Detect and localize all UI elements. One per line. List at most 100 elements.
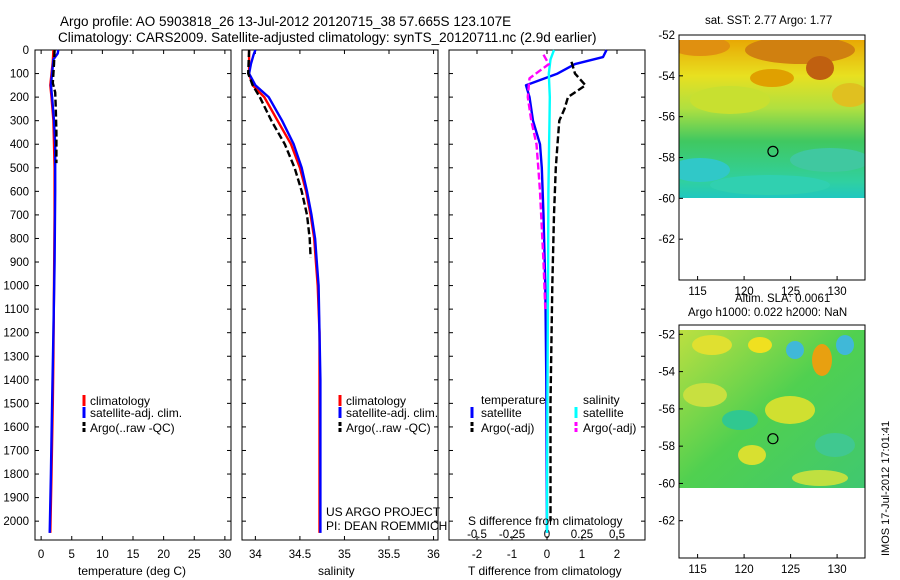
x-tick-label: 0 [544, 549, 550, 561]
map-x-tick-label: 130 [828, 564, 847, 576]
legend-label-argo: Argo(..raw -QC) [346, 421, 431, 435]
depth-tick-label: 1900 [3, 493, 29, 505]
temperature-argo-raw-qc-line [51, 49, 58, 164]
map-y-tick-label: -60 [658, 193, 675, 205]
salinity-legend: climatology satellite-adj. clim. Argo(..… [338, 394, 438, 435]
temperature-legend: climatology satellite-adj. clim. Argo(..… [82, 394, 182, 435]
legend-label-climatology: climatology [90, 394, 150, 408]
sla-map-subtitle: Argo h1000: 0.022 h2000: NaN [688, 307, 847, 319]
map-y-tick-label: -54 [658, 367, 675, 379]
depth-tick-label: 1400 [3, 375, 29, 387]
sst-profile-marker [767, 145, 779, 157]
map-x-tick-label: 115 [688, 564, 706, 576]
x-tick-label: 5 [69, 549, 75, 561]
difference-top-axis-label: S difference from climatology [468, 514, 623, 528]
sla-high-patch [812, 344, 832, 376]
x-tick-label: 0 [38, 549, 44, 561]
x-tick-label: -1 [507, 549, 517, 561]
depth-tick-label: 100 [10, 69, 29, 81]
difference-temperature-satellite-line [524, 49, 608, 533]
map-x-tick-label: 120 [735, 564, 754, 576]
sst-cold-patch [679, 158, 730, 182]
difference-axis-label: T difference from climatology [468, 564, 622, 578]
sla-high-patch [748, 337, 772, 353]
salinity-satellite-adj-clim-line [247, 49, 322, 533]
legend-label-argo: Argo(..raw -QC) [90, 421, 175, 435]
sla-high-patch [738, 445, 766, 465]
sla-profile-marker [767, 433, 779, 445]
x-tick-label: 20 [157, 549, 170, 561]
map-y-tick-label: -62 [658, 234, 675, 246]
sla-low-patch [786, 341, 804, 359]
depth-tick-label: 1800 [3, 469, 29, 481]
map-y-tick-label: -58 [658, 441, 675, 453]
map-y-tick-label: -62 [658, 516, 675, 528]
legend-label-temp-satellite: satellite [481, 406, 522, 420]
salinity-axes [241, 49, 439, 541]
depth-tick-label: 400 [10, 139, 29, 151]
imos-watermark: IMOS 17-Jul-2012 17:01:41 [880, 421, 892, 556]
sst-warm-patch [832, 83, 865, 107]
x-tick-label: 15 [127, 549, 140, 561]
sst-cold-patch [790, 148, 865, 172]
depth-tick-label: 500 [10, 163, 29, 175]
difference-legend: temperature satellite Argo(-adj) salinit… [470, 393, 636, 435]
map-x-tick-label: 125 [781, 564, 800, 576]
sla-low-patch [815, 433, 855, 457]
sst-cold-patch [710, 175, 830, 195]
depth-tick-label: 600 [10, 186, 29, 198]
depth-tick-label: 0 [23, 45, 29, 57]
x-tick-label: 2 [614, 549, 620, 561]
depth-tick-label: 2000 [3, 516, 29, 528]
sst-warm-patch [745, 40, 855, 64]
sla-map-title: Altim. SLA: 0.0061 [735, 293, 830, 305]
figure-title-line2: Climatology: CARS2009. Satellite-adjuste… [58, 30, 597, 45]
difference-temperature-argo-adj-line [549, 61, 587, 522]
depth-tick-label: 1600 [3, 422, 29, 434]
map-x-tick-label: 130 [828, 286, 847, 298]
map-y-tick-label: -56 [658, 112, 675, 124]
salinity-argo-raw-qc-line [246, 49, 312, 258]
map-x-tick-label: 125 [781, 286, 800, 298]
sla-map-axes [678, 324, 866, 559]
top-x-tick-label: 0.5 [609, 529, 625, 541]
sla-low-patch [836, 335, 854, 355]
x-tick-label: 30 [218, 549, 231, 561]
x-tick-label: 36 [427, 549, 440, 561]
depth-tick-label: 1500 [3, 398, 29, 410]
sst-warm-patch [806, 56, 834, 80]
map-y-tick-label: -60 [658, 478, 675, 490]
legend-label-satellite: satellite-adj. clim. [90, 406, 182, 420]
depth-tick-label: 700 [10, 210, 29, 222]
map-y-tick-label: -52 [658, 329, 675, 341]
figure-title-line1: Argo profile: AO 5903818_26 13-Jul-2012 … [60, 14, 511, 29]
legend-label-satellite: satellite-adj. clim. [346, 406, 438, 420]
sla-high-patch [792, 470, 848, 486]
top-x-tick-label: -0.25 [499, 529, 525, 541]
sla-high-patch [692, 335, 732, 355]
x-tick-label: -2 [472, 549, 482, 561]
temperature-axis-label: temperature (deg C) [78, 564, 186, 578]
project-annotation-line2: PI: DEAN ROEMMICH [326, 519, 447, 533]
sla-high-patch [683, 383, 727, 407]
legend-group-salinity: salinity [583, 393, 620, 407]
project-annotation-line1: US ARGO PROJECT [326, 505, 441, 519]
map-y-tick-label: -54 [658, 71, 675, 83]
x-tick-label: 25 [188, 549, 201, 561]
salinity-axis-label: salinity [318, 564, 355, 578]
sst-heatmap [679, 40, 865, 198]
legend-label-temp-argo: Argo(-adj) [481, 421, 534, 435]
x-tick-label: 34 [249, 549, 262, 561]
depth-tick-label: 1700 [3, 445, 29, 457]
sst-map-title: sat. SST: 2.77 Argo: 1.77 [705, 15, 832, 27]
map-y-tick-label: -58 [658, 153, 675, 165]
sst-mid-patch [690, 86, 770, 114]
sla-heatmap [679, 330, 865, 488]
x-tick-label: 10 [96, 549, 109, 561]
depth-tick-label: 800 [10, 233, 29, 245]
sst-warm-patch [750, 69, 794, 87]
depth-tick-label: 200 [10, 92, 29, 104]
x-tick-label: 34.5 [289, 549, 311, 561]
sla-low-patch [722, 410, 758, 430]
difference-salinity-argo-adj-line [526, 54, 550, 310]
